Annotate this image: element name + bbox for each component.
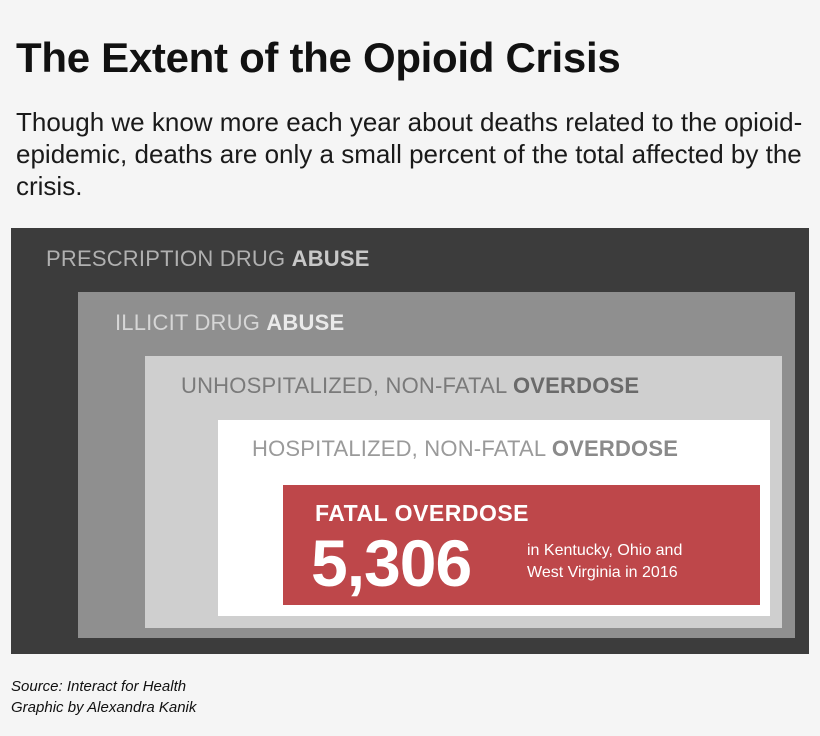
box-label-illicit-drug-abuse: ILLICIT DRUG ABUSE bbox=[115, 310, 344, 336]
fatal-overdose-label: FATAL OVERDOSE bbox=[315, 500, 530, 526]
graphic-credit: Graphic by Alexandra Kanik bbox=[11, 699, 197, 716]
box-label-bold: ABUSE bbox=[266, 310, 345, 335]
page-title: The Extent of the Opioid Crisis bbox=[16, 34, 621, 81]
box-label-unhospitalized-overdose: UNHOSPITALIZED, NON-FATAL OVERDOSE bbox=[181, 373, 639, 399]
box-label-bold: OVERDOSE bbox=[512, 373, 640, 398]
box-label-prescription-drug-abuse: PRESCRIPTION DRUG ABUSE bbox=[46, 246, 370, 272]
box-label-light: HOSPITALIZED, NON-FATAL bbox=[252, 436, 552, 461]
box-label-light: UNHOSPITALIZED, NON-FATAL bbox=[181, 373, 513, 398]
box-label-light: PRESCRIPTION DRUG bbox=[46, 246, 292, 271]
source-credit: Source: Interact for Health bbox=[11, 678, 187, 695]
fatal-overdose-note: in Kentucky, Ohio and West Virginia in 2… bbox=[527, 540, 682, 584]
box-label-bold: ABUSE bbox=[291, 246, 370, 271]
credits: Source: Interact for Health Graphic by A… bbox=[11, 676, 196, 718]
fatal-note-line-2: West Virginia in 2016 bbox=[527, 564, 678, 581]
box-label-hospitalized-overdose: HOSPITALIZED, NON-FATAL OVERDOSE bbox=[252, 436, 678, 462]
fatal-note-line-1: in Kentucky, Ohio and bbox=[527, 542, 683, 559]
fatal-overdose-count: 5,306 bbox=[311, 526, 472, 600]
box-label-light: ILLICIT DRUG bbox=[115, 310, 267, 335]
box-label-bold: OVERDOSE bbox=[551, 436, 679, 461]
page-subtitle: Though we know more each year about deat… bbox=[16, 107, 803, 201]
box-fatal-overdose: FATAL OVERDOSE 5,306 in Kentucky, Ohio a… bbox=[283, 485, 760, 605]
